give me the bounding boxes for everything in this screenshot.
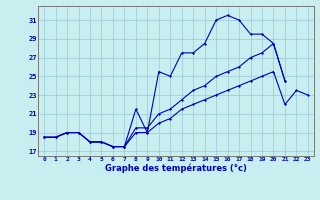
X-axis label: Graphe des températures (°c): Graphe des températures (°c) [105,164,247,173]
